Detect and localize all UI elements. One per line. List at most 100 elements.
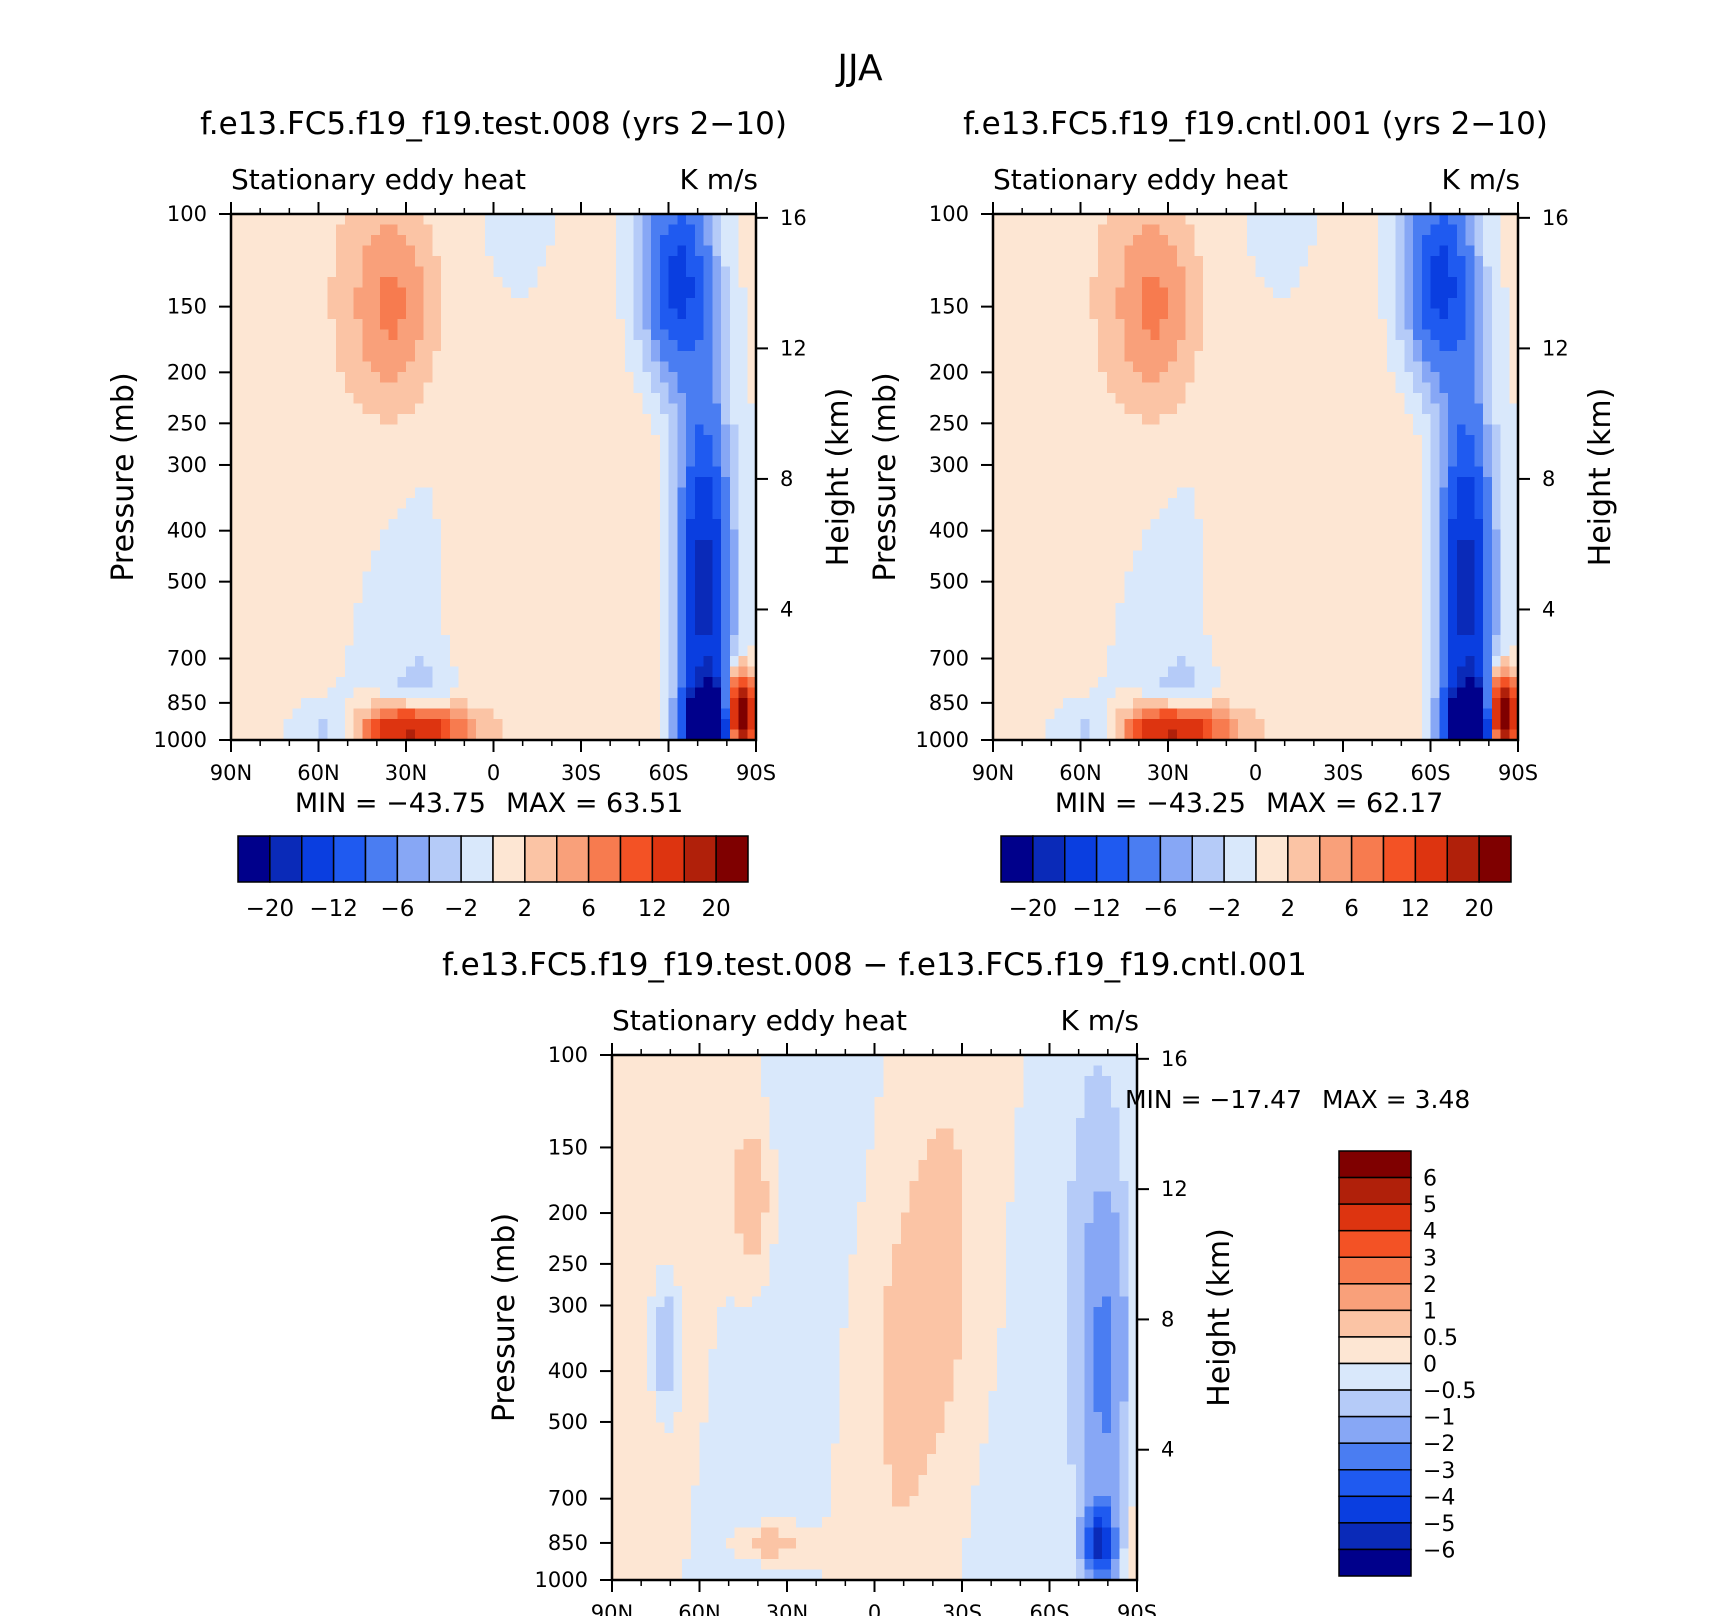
field-cell	[458, 655, 468, 667]
field-cell	[371, 298, 381, 310]
max-label: MAX = 63.51	[506, 788, 683, 819]
field-cell	[432, 434, 442, 447]
field-cell	[729, 550, 740, 562]
field-cell	[1028, 445, 1038, 457]
field-cell	[1448, 455, 1458, 468]
field-cell	[1150, 487, 1160, 499]
field-cell	[1150, 245, 1160, 257]
field-cell	[423, 455, 433, 468]
field-cell	[1343, 266, 1353, 278]
field-cell	[519, 340, 530, 352]
field-cell	[1071, 477, 1082, 489]
field-cell	[1421, 413, 1432, 425]
field-cell	[1351, 308, 1362, 320]
field-cell	[423, 624, 433, 636]
field-cell	[1185, 329, 1195, 341]
field-cell	[1325, 498, 1335, 510]
field-cell	[344, 277, 355, 289]
field-cell	[633, 413, 643, 425]
field-cell	[432, 634, 442, 646]
field-cell	[1316, 308, 1327, 320]
field-cell	[1421, 498, 1432, 510]
field-cell	[1308, 434, 1318, 447]
field-cell	[1054, 455, 1064, 468]
field-cell	[1203, 445, 1213, 457]
field-cell	[1185, 266, 1195, 278]
field-cell	[484, 403, 495, 415]
field-cell	[1500, 340, 1510, 352]
field-cell	[1106, 256, 1117, 268]
field-cell	[589, 613, 600, 625]
field-cell	[231, 603, 241, 615]
field-cell	[493, 245, 503, 257]
field-cell	[1203, 361, 1213, 373]
field-cell	[353, 487, 363, 499]
field-cell	[493, 571, 503, 583]
y2-axis-label: Height (km)	[821, 388, 856, 567]
field-cell	[458, 718, 468, 731]
field-cell	[379, 371, 390, 383]
field-cell	[414, 298, 425, 310]
field-cell	[738, 561, 748, 573]
field-cell	[624, 655, 635, 667]
field-cell	[1019, 214, 1029, 226]
field-cell	[993, 498, 1003, 510]
field-cell	[1098, 340, 1108, 352]
field-cell	[423, 382, 433, 394]
field-cell	[1185, 392, 1195, 404]
field-cell	[1395, 235, 1405, 247]
field-cell	[1124, 413, 1134, 425]
field-cell	[729, 434, 740, 447]
field-cell	[581, 529, 591, 541]
field-cell	[441, 624, 451, 636]
field-cell	[686, 298, 696, 310]
field-cell	[668, 455, 678, 468]
field-cell	[1176, 329, 1187, 341]
field-cell	[563, 308, 573, 320]
field-cell	[441, 382, 451, 394]
field-cell	[703, 224, 713, 236]
field-cell	[721, 645, 731, 657]
field-cell	[598, 697, 608, 710]
field-cell	[1194, 214, 1204, 226]
field-cell	[519, 434, 530, 447]
field-cell	[581, 434, 591, 447]
field-cell	[537, 676, 547, 688]
field-cell	[1045, 245, 1055, 257]
field-cell	[423, 582, 433, 594]
field-cell	[1483, 361, 1493, 373]
field-cell	[616, 477, 626, 489]
field-cell	[1028, 287, 1038, 299]
field-cell	[519, 561, 530, 573]
field-cell	[1491, 319, 1502, 331]
field-cell	[633, 687, 643, 699]
field-cell	[1185, 298, 1195, 310]
field-cell	[668, 245, 678, 257]
field-cell	[1071, 214, 1082, 226]
field-cell	[476, 634, 486, 646]
field-cell	[651, 697, 661, 710]
field-cell	[546, 434, 556, 447]
field-cell	[1456, 224, 1467, 236]
field-cell	[607, 445, 617, 457]
field-cell	[432, 487, 442, 499]
field-cell	[257, 676, 267, 688]
field-cell	[659, 350, 670, 362]
field-cell	[1203, 392, 1213, 404]
field-cell	[528, 477, 538, 489]
field-cell	[686, 624, 696, 636]
field-cell	[1019, 298, 1029, 310]
field-cell	[1325, 424, 1335, 436]
field-cell	[729, 382, 740, 394]
field-cell	[1255, 529, 1265, 541]
field-cell	[1413, 466, 1423, 478]
field-cell	[1456, 477, 1467, 489]
field-cell	[554, 361, 565, 373]
field-cell	[1045, 350, 1055, 362]
field-cell	[563, 634, 573, 646]
field-cell	[993, 445, 1003, 457]
field-cell	[1115, 508, 1125, 520]
field-cell	[1299, 235, 1309, 247]
field-cell	[554, 634, 565, 646]
field-cell	[1439, 487, 1449, 499]
